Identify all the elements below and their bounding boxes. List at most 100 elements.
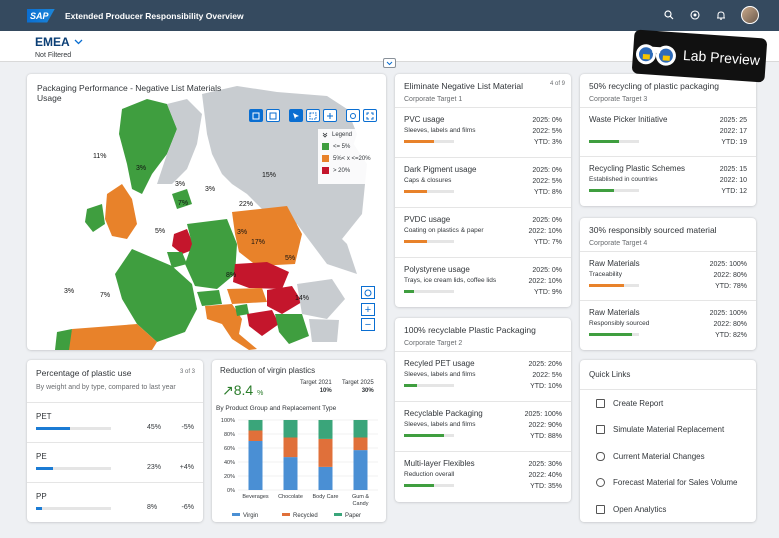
progress-fill [404, 190, 427, 193]
list-item[interactable]: Raw Materials Traceability 2025: 100% 2022:… [580, 252, 756, 301]
list-item[interactable]: PET 45% -5% [27, 403, 203, 443]
bar-segment-paper[interactable] [318, 420, 333, 439]
legend-title: Legend [332, 132, 353, 138]
lasso-button[interactable] [306, 109, 320, 122]
list-item[interactable]: PE 23% +4% [27, 443, 203, 483]
progress-fill [404, 290, 414, 293]
value-ytd: YTD: 10% [530, 383, 562, 390]
notification-bell-icon[interactable] [715, 9, 727, 21]
legend-swatch-orange [322, 155, 329, 162]
database-icon [596, 451, 605, 461]
card-header[interactable]: Percentage of plastic use By weight and … [27, 360, 203, 403]
kpi-number: 8.4 [233, 382, 254, 398]
map-country-norway [119, 99, 177, 194]
map-label-serbia: 5% [285, 255, 295, 262]
packaging-performance-map-card: 11% 3% 3% 7% 3% 15% 22% 5% 17% 5% 3% 8% … [27, 74, 386, 350]
item-description: Reduction overall [404, 471, 455, 478]
gear-icon [350, 112, 356, 119]
quick-link-current-changes[interactable]: Current Material Changes [580, 443, 756, 470]
item-description: Sleeves, labels and films [404, 127, 476, 134]
map-country-croatia [247, 310, 279, 336]
legend-swatch [232, 513, 240, 516]
map-label-portugal: 3% [64, 288, 74, 295]
card-counter: 4 of 9 [549, 81, 565, 87]
item-title: Recycling Plastic Schemes [589, 164, 686, 173]
card-header[interactable]: Eliminate Negative List Material Corpora… [395, 74, 571, 108]
recenter-button[interactable] [361, 286, 375, 299]
help-icon[interactable] [689, 9, 701, 21]
plastic-use-card[interactable]: Percentage of plastic use By weight and … [27, 360, 203, 522]
card-header[interactable]: 100% recyclable Plastic Packaging Corpor… [395, 318, 571, 352]
card-header[interactable]: 30% responsibly sourced material Corpora… [580, 218, 756, 252]
legend-swatch-green [322, 143, 329, 150]
zoom-out-button[interactable]: − [361, 318, 375, 331]
bar-segment-virgin[interactable] [248, 441, 263, 490]
list-item[interactable]: PP 8% -6% [27, 483, 203, 522]
bar-segment-paper[interactable] [248, 420, 263, 431]
list-item[interactable]: Recyclable Packaging Sleeves, labels and … [395, 402, 571, 452]
list-item[interactable]: PVC usage Sleeves, labels and films 2025: … [395, 108, 571, 158]
bar-segment-virgin[interactable] [318, 466, 333, 490]
item-values: 2025: 0% 2022: 10% YTD: 9% [529, 265, 562, 298]
plastic-type-label: PET [36, 412, 52, 421]
fullscreen-button[interactable] [363, 109, 377, 122]
list-item[interactable]: Recyled PET usage Sleeves, labels and fil… [395, 352, 571, 402]
progress-fill [404, 140, 434, 143]
list-item[interactable]: Waste Picker Initiative 2025: 25 2022: 17 Y… [580, 108, 756, 157]
map-country-germany [185, 219, 237, 289]
delta-value: -6% [181, 504, 194, 511]
map-country-sweden [157, 99, 202, 184]
bar-segment-virgin[interactable] [283, 457, 298, 490]
legend-toggle-button[interactable] [249, 109, 263, 122]
bar-segment-recycled[interactable] [353, 437, 368, 451]
bar-segment-virgin[interactable] [353, 450, 368, 490]
list-item[interactable]: Recycling Plastic Schemes Established in … [580, 157, 756, 206]
sap-logo[interactable]: SAP [27, 8, 55, 23]
bar-segment-recycled[interactable] [283, 437, 298, 458]
stacked-bar-chart[interactable]: 0% 20% 40% 60% 80% 100% Beverages Chocolate Body… [212, 412, 386, 522]
zoom-in-button[interactable]: + [361, 303, 375, 316]
bar-segment-paper[interactable] [353, 420, 368, 438]
trend-up-icon: ↗ [222, 382, 234, 398]
negative-list-card[interactable]: Eliminate Negative List Material Corpora… [395, 74, 571, 307]
progress-bar [36, 427, 111, 430]
recyclable-packaging-card[interactable]: 100% recyclable Plastic Packaging Corpor… [395, 318, 571, 502]
list-item[interactable]: Multi-layer Flexibles Reduction overall 20… [395, 452, 571, 502]
quick-link-analytics[interactable]: Open Analytics [580, 496, 756, 522]
map-country-bulgaria [309, 319, 339, 342]
y-tick-label: 60% [224, 446, 235, 452]
list-item[interactable]: Dark Pigment usage Caps & closures 2025: 0… [395, 158, 571, 208]
bar-segment-recycled[interactable] [248, 430, 263, 442]
progress-fill [589, 284, 624, 287]
target-label: Target 2025 [342, 380, 374, 386]
variant-selector[interactable]: EMEA [35, 35, 83, 49]
chevron-double-down-icon[interactable] [322, 132, 328, 138]
layers-button[interactable] [266, 109, 280, 122]
settings-button[interactable] [346, 109, 360, 122]
pan-button[interactable] [323, 109, 337, 122]
progress-bar [589, 333, 639, 336]
card-header[interactable]: 50% recycling of plastic packaging Corpo… [580, 74, 756, 108]
collapse-header-button[interactable] [383, 58, 396, 68]
bar-segment-recycled[interactable] [318, 438, 333, 467]
search-icon[interactable] [663, 9, 675, 21]
bar-segment-paper[interactable] [283, 420, 298, 438]
item-values: 2025: 100% 2022: 80% YTD: 78% [710, 259, 747, 292]
progress-bar [404, 240, 454, 243]
item-description: Coating on plastics & paper [404, 227, 484, 234]
list-item[interactable]: PVDC usage Coating on plastics & paper 202… [395, 208, 571, 258]
quick-link-simulate[interactable]: Simulate Material Replacement [580, 417, 756, 444]
quick-link-create-report[interactable]: Create Report [580, 390, 756, 417]
legend-item: <= 5% [322, 143, 379, 150]
zoom-controls: + − [361, 286, 375, 333]
list-item[interactable]: Raw Materials Responsibly sourced 2025: 10… [580, 301, 756, 350]
quick-link-forecast[interactable]: Forecast Material for Sales Volume [580, 470, 756, 497]
recycling-target-card[interactable]: 50% recycling of plastic packaging Corpo… [580, 74, 756, 206]
user-avatar[interactable] [741, 6, 759, 24]
progress-bar [589, 284, 639, 287]
document-icon [596, 425, 605, 435]
virgin-plastics-card[interactable]: Reduction of virgin plastics ↗8.4 % Targ… [212, 360, 386, 522]
select-mode-button[interactable] [289, 109, 303, 122]
list-item[interactable]: Polystyrene usage Trays, ice cream lids, … [395, 258, 571, 307]
sourced-material-card[interactable]: 30% responsibly sourced material Corpora… [580, 218, 756, 350]
